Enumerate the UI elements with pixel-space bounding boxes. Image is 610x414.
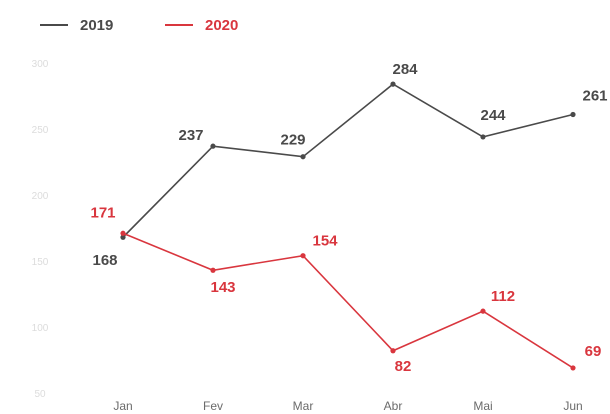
y-tick-label: 300 xyxy=(32,59,49,70)
data-point-2020 xyxy=(300,253,306,259)
legend: 2019 2020 xyxy=(40,17,238,34)
series-line-2019 xyxy=(122,83,574,238)
data-point-2019 xyxy=(390,81,396,87)
data-point-2019 xyxy=(120,234,126,240)
data-point-2019 xyxy=(300,154,306,160)
data-point-2020 xyxy=(480,308,486,314)
data-point-2019 xyxy=(570,111,576,118)
data-label-2019: 284 xyxy=(392,61,418,78)
x-tick-label: Mar xyxy=(293,399,314,413)
data-label-2020: 171 xyxy=(90,204,115,221)
data-label-2019: 237 xyxy=(178,127,203,144)
x-tick-label: Mai xyxy=(473,399,492,413)
x-axis-ticks: Jan Fev Mar Abr Mai Jun xyxy=(113,399,582,413)
y-tick-label: 200 xyxy=(32,191,49,202)
data-point-2020 xyxy=(210,267,216,273)
data-label-2019: 168 xyxy=(92,252,117,269)
x-tick-label: Jun xyxy=(563,399,582,413)
y-axis-ticks: 50 100 150 200 250 300 xyxy=(32,59,49,400)
x-tick-label: Abr xyxy=(384,399,403,413)
data-point-2020 xyxy=(120,230,126,236)
data-point-2019 xyxy=(480,134,486,140)
y-tick-label: 150 xyxy=(32,257,49,268)
data-point-2019 xyxy=(210,143,216,149)
data-label-2019: 244 xyxy=(480,107,506,124)
series-line-2020 xyxy=(122,232,574,369)
y-tick-label: 100 xyxy=(32,323,49,334)
series-group: 168 237 229 284 244 261 171 143 154 82 112 69 xyxy=(90,61,607,375)
x-tick-label: Jan xyxy=(113,399,132,413)
data-label-2020: 154 xyxy=(312,233,338,250)
data-point-2020 xyxy=(570,365,576,371)
x-tick-label: Fev xyxy=(203,399,223,413)
data-label-2020: 69 xyxy=(585,343,602,360)
data-label-2020: 82 xyxy=(395,358,412,375)
data-label-2020: 143 xyxy=(210,279,235,296)
data-label-2019: 229 xyxy=(280,132,305,149)
legend-label-2020: 2020 xyxy=(205,17,238,34)
data-point-2020 xyxy=(390,348,396,354)
data-label-2019: 261 xyxy=(582,87,607,104)
legend-label-2019: 2019 xyxy=(80,17,113,34)
data-label-2020: 112 xyxy=(491,288,515,305)
y-tick-label: 50 xyxy=(34,389,46,400)
y-tick-label: 250 xyxy=(32,125,49,136)
